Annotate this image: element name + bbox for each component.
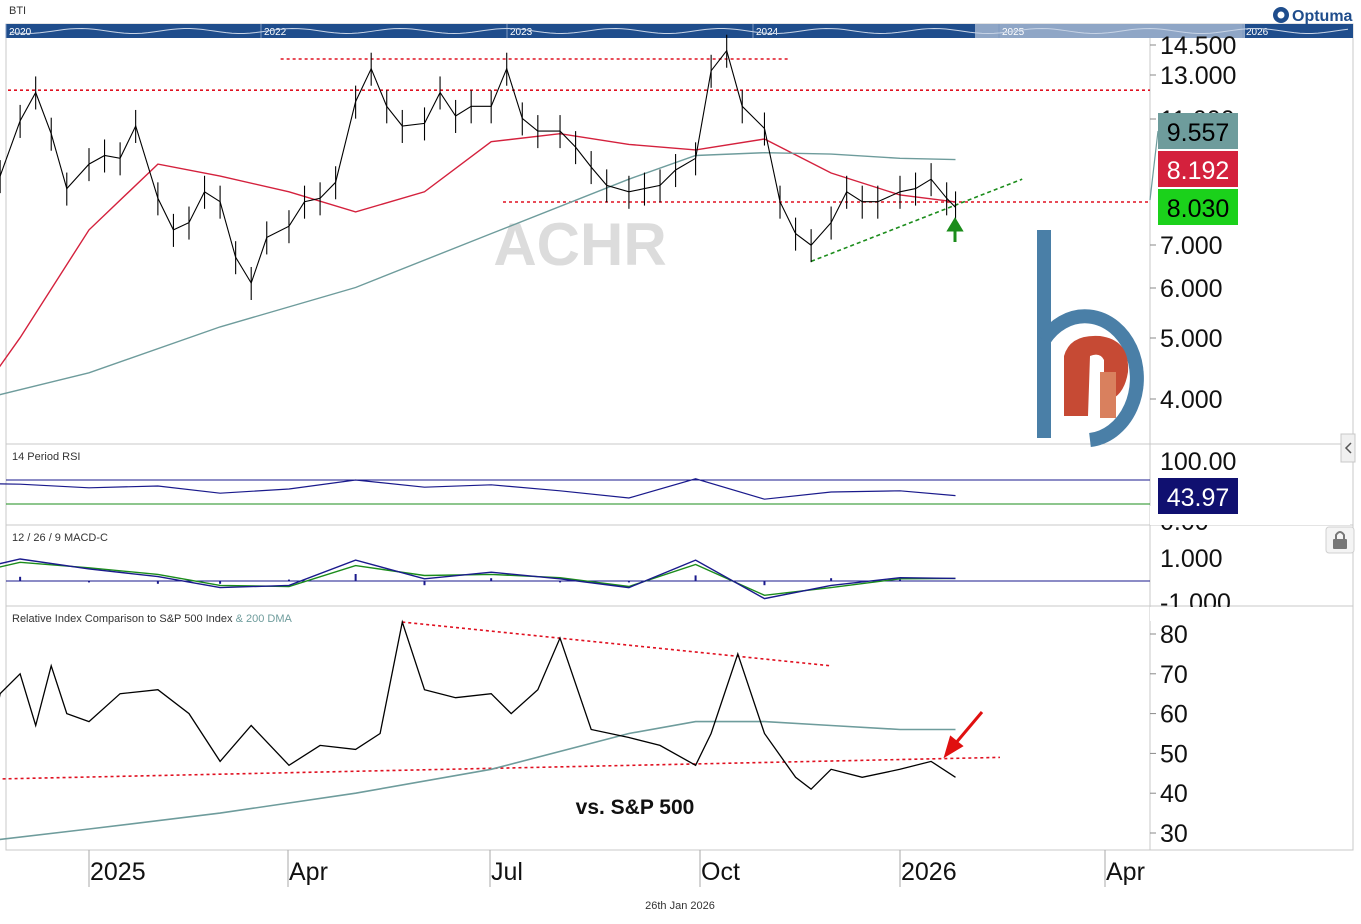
overview-year-label: 2023 [510,27,533,38]
brand-name: Optuma [1292,8,1353,25]
ma-200-connector [1149,130,1159,201]
close-value-badge-bg [1158,189,1238,225]
price-y-label: 13.000 [1160,62,1236,90]
overview-year-label: 2025 [1002,27,1025,38]
ma-50-value-badge: 8.192 [1158,151,1238,187]
relative-annotation-text: vs. S&P 500 [576,796,695,819]
brand: Optuma [1273,7,1353,25]
rsi-value-badge-label: 43.97 [1167,484,1230,512]
relative-y-label: 80 [1160,621,1188,649]
ticker-tag: BTI [9,5,26,17]
lock-shackle-icon[interactable] [1335,531,1345,539]
x-tick-label: Oct [701,858,740,886]
x-tick-label: 2025 [90,858,146,886]
down-arrow-icon [943,711,984,759]
rsi-value-badge-bg [1158,478,1238,514]
price-y-label: 4.000 [1160,386,1223,414]
ma-200-value-badge-label: 9.557 [1167,119,1230,147]
falling-highs-line [402,621,832,667]
close-value-badge-label: 8.030 [1167,195,1230,223]
price-panel: 14.50013.00011.0007.0006.0005.0004.0009.… [0,32,1238,414]
price-y-label: 6.000 [1160,275,1223,303]
price-y-label: 14.500 [1160,32,1236,60]
macd-y-label: 1.000 [1160,545,1223,573]
relative-dma-line [0,720,956,841]
macd-panel: 12 / 26 / 9 MACD-C1.000-1.000 [0,532,1330,621]
ma-200-value-badge-bg [1158,113,1238,149]
overview-year-label: 2024 [756,27,779,38]
lock-button[interactable] [1325,526,1355,554]
overview-navigator[interactable]: 2020 2022 2023 2024 2025 2026 [5,24,1353,38]
overview-window [975,24,1245,38]
ma-200-value-badge: 9.557 [1158,113,1238,149]
up-arrow-icon [946,217,964,242]
relative-y-label: 50 [1160,740,1188,768]
optuma-logo-hole-icon [1277,11,1285,19]
ma-200-line [0,151,956,396]
collapse-button-bg[interactable] [1340,433,1356,463]
relative-y-label: 40 [1160,780,1188,808]
price-y-label: 5.000 [1160,325,1223,353]
x-tick-label: Jul [491,858,523,886]
overview-year-label: 2026 [1246,27,1269,38]
relative-panel: Relative Index Comparison to S&P 500 Ind… [0,613,1188,848]
macd-line [0,558,956,600]
rsi-line [0,478,956,500]
date-footer: 26th Jan 2026 [645,900,715,912]
chevron-left-icon[interactable] [1344,442,1352,454]
macd-label-mask [1150,607,1330,621]
rsi-value-badge: 43.97 [1158,478,1238,514]
lock-icon[interactable] [1333,539,1347,549]
logo-mark-accent [1100,372,1116,418]
ma-50-value-badge-label: 8.192 [1167,157,1230,185]
overview-year-label: 2022 [264,27,287,38]
relative-y-label: 30 [1160,820,1188,848]
macd-signal-line [0,561,956,597]
relative-y-label: 60 [1160,701,1188,729]
uptrend-line [810,178,1023,263]
watermark: ACHR [493,211,666,278]
x-tick-label: Apr [1106,858,1145,886]
publisher-logo-icon [1037,230,1144,447]
overview-year-label: 2020 [9,27,32,38]
x-tick-label: 2026 [901,858,957,886]
rsi-y-label: 100.00 [1160,448,1236,476]
close-value-badge: 8.030 [1158,189,1238,225]
logo-bowl [1038,309,1144,447]
rsi-title: 14 Period RSI [12,451,80,463]
rising-support-line [0,756,1001,780]
relative-line [0,619,956,791]
price-line [0,49,956,285]
overview-line [9,28,1349,35]
relative-legend-dma: & 200 DMA [236,613,293,625]
relative-y-label: 70 [1160,661,1188,689]
ma-50-line [0,132,956,368]
x-axis: 2025 Apr Jul Oct 2026 Apr [88,850,1145,887]
relative-title: Relative Index Comparison to S&P 500 Ind… [12,613,293,625]
x-tick-label: Apr [289,858,328,886]
price-y-label: 7.000 [1160,232,1223,260]
logo-mark [1064,335,1129,416]
ma-50-value-badge-bg [1158,151,1238,187]
collapse-button[interactable] [1340,433,1356,463]
macd-title: 12 / 26 / 9 MACD-C [12,532,108,544]
